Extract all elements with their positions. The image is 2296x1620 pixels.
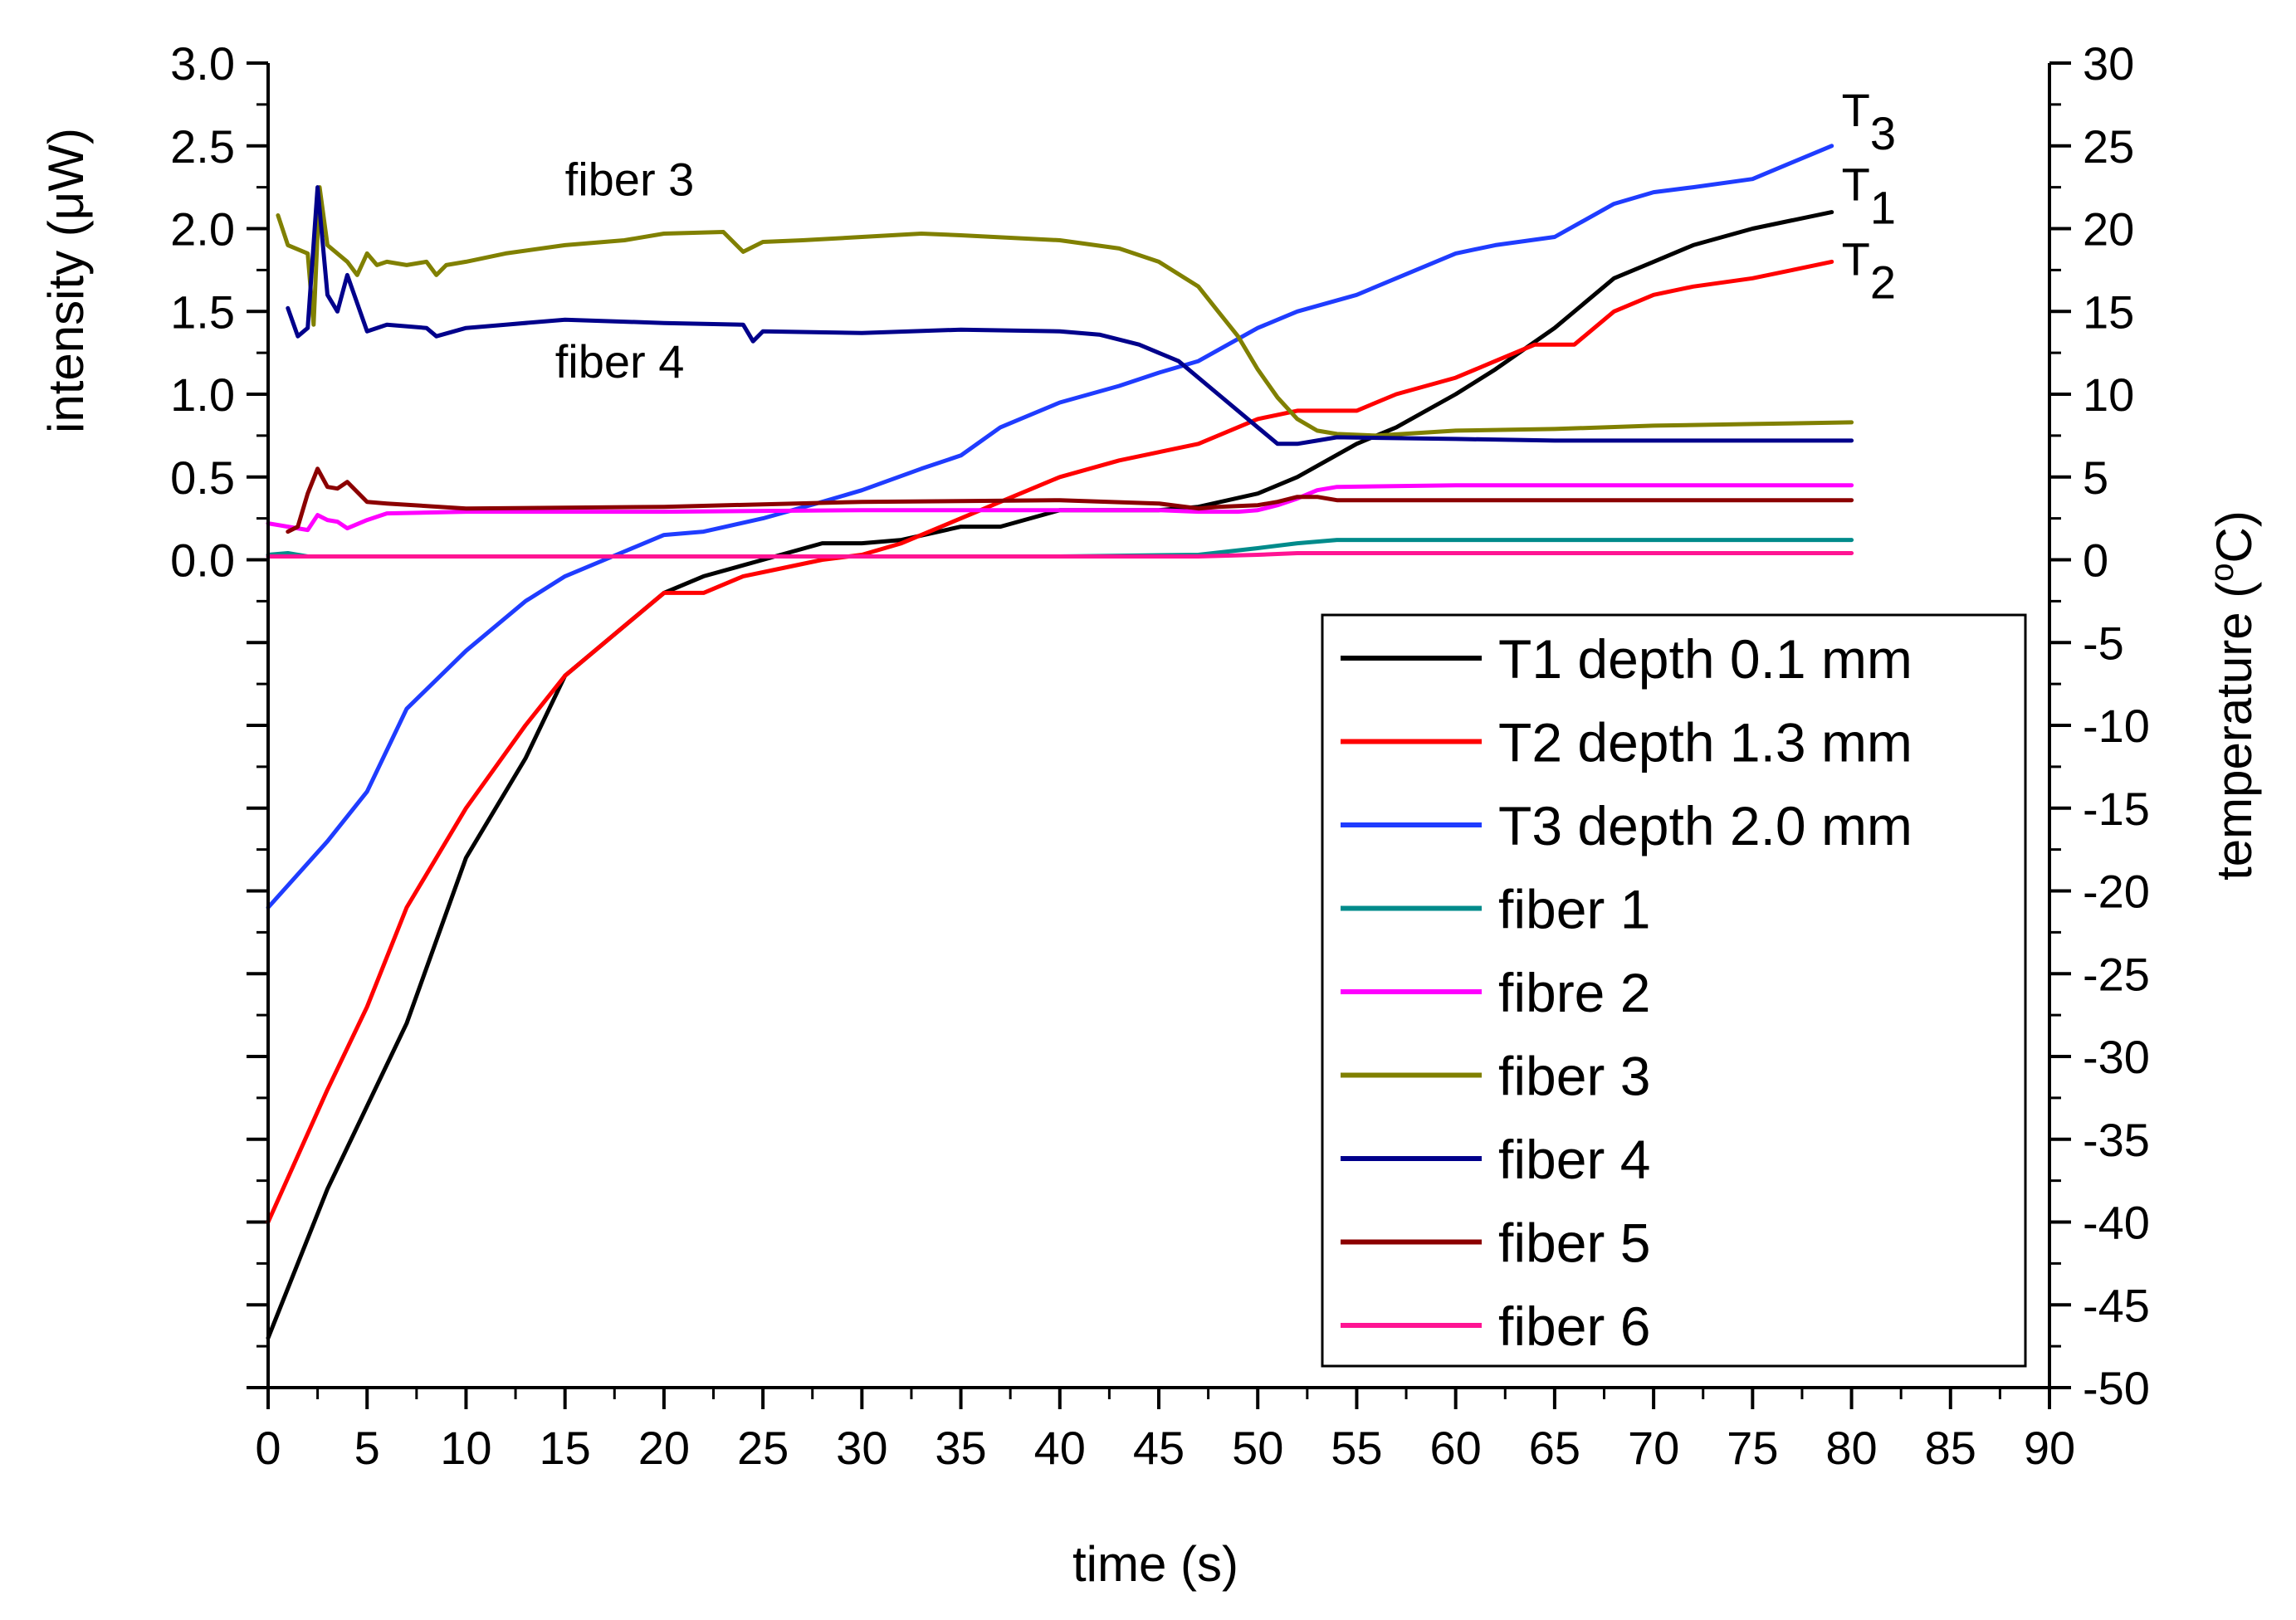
legend-label: T2 depth 1.3 mm xyxy=(1498,712,1913,773)
y-axis-right-title-post: C) xyxy=(2206,510,2262,563)
annotation-sub: 3 xyxy=(1870,107,1896,159)
x-tick-label: 10 xyxy=(440,1422,491,1474)
series-line-t2-depth-1-3-mm xyxy=(266,259,1834,1224)
y-left-tick-label: 0.0 xyxy=(170,534,235,587)
annotation-label: T3 xyxy=(1842,84,1896,159)
series-line-t3-depth-2-0-mm xyxy=(266,144,1834,910)
y-axis-right-title-sup: o xyxy=(2204,563,2240,581)
x-tick-label: 70 xyxy=(1628,1422,1679,1474)
x-tick-label: 55 xyxy=(1331,1422,1382,1474)
y-right-tick-label: -40 xyxy=(2083,1197,2150,1249)
x-tick-label: 35 xyxy=(935,1422,986,1474)
annotation-label: fiber 3 xyxy=(565,154,695,206)
y-right-tick-label: 10 xyxy=(2083,368,2134,421)
y-left-tick-label: 1.0 xyxy=(170,368,235,421)
series-line-fiber-3 xyxy=(276,185,1854,438)
series-line-fiber-4 xyxy=(286,185,1854,446)
annotation-sub: 1 xyxy=(1870,182,1896,234)
y-right-tick-label: 30 xyxy=(2083,37,2134,90)
series-line-fiber-6 xyxy=(266,551,1854,559)
x-tick-label: 25 xyxy=(737,1422,789,1474)
y-right-tick-label: 15 xyxy=(2083,285,2134,338)
y-axis-right-title: temperature (oC) xyxy=(2204,510,2262,881)
x-tick-label: 40 xyxy=(1034,1422,1086,1474)
data-series xyxy=(266,144,1854,1340)
x-axis-title: time (s) xyxy=(1072,1536,1238,1592)
axis-ticks: 0 5 10 15 20 25 30 35 40 45 50 55 60 65 70 75 80 85 900.00… xyxy=(170,37,2150,1474)
y-right-tick-label: 20 xyxy=(2083,203,2134,256)
x-tick-label: 75 xyxy=(1727,1422,1778,1474)
x-tick-label: 20 xyxy=(638,1422,690,1474)
y-right-tick-label: -20 xyxy=(2083,866,2150,918)
series-line-fiber-5 xyxy=(286,466,1854,534)
y-right-tick-label: -25 xyxy=(2083,948,2150,1000)
legend-label: fiber 1 xyxy=(1498,879,1650,940)
y-right-tick-label: -5 xyxy=(2083,617,2124,669)
y-left-tick-label: 2.0 xyxy=(170,203,235,256)
annotation-label: T2 xyxy=(1842,232,1896,308)
y-right-tick-label: 0 xyxy=(2083,534,2108,587)
y-right-tick-label: 25 xyxy=(2083,120,2134,173)
annotation-main: T xyxy=(1842,232,1870,285)
legend-label: T1 depth 0.1 mm xyxy=(1498,628,1913,690)
x-tick-label: 30 xyxy=(836,1422,887,1474)
annotation-label: T1 xyxy=(1842,159,1896,234)
legend-label: fiber 4 xyxy=(1498,1129,1650,1190)
y-right-tick-label: -15 xyxy=(2083,783,2150,835)
y-left-tick-label: 0.5 xyxy=(170,451,235,504)
y-right-tick-label: -35 xyxy=(2083,1114,2150,1166)
y-left-tick-label: 2.5 xyxy=(170,120,235,173)
legend-label: T3 depth 2.0 mm xyxy=(1498,795,1913,856)
y-axis-right-title-pre: temperature ( xyxy=(2206,582,2262,881)
y-right-tick-label: -50 xyxy=(2083,1362,2150,1414)
legend-label: fiber 3 xyxy=(1498,1046,1650,1107)
x-tick-label: 90 xyxy=(2024,1422,2075,1474)
axes xyxy=(266,63,2051,1389)
x-tick-label: 45 xyxy=(1133,1422,1185,1474)
series-line-fibre-2 xyxy=(266,483,1854,533)
x-tick-label: 65 xyxy=(1529,1422,1580,1474)
x-tick-label: 0 xyxy=(255,1422,281,1474)
x-tick-label: 5 xyxy=(354,1422,380,1474)
legend: T1 depth 0.1 mm T2 depth 1.3 mm T3 depth 2… xyxy=(1321,613,2027,1368)
y-axis-left-title: intensity (μW) xyxy=(38,128,94,433)
annotation-sub: 2 xyxy=(1870,256,1896,308)
legend-label: fibre 2 xyxy=(1498,962,1650,1023)
y-right-tick-label: 5 xyxy=(2083,451,2108,504)
x-tick-label: 80 xyxy=(1825,1422,1877,1474)
x-tick-label: 15 xyxy=(540,1422,591,1474)
x-tick-label: 85 xyxy=(1925,1422,1976,1474)
x-tick-label: 60 xyxy=(1430,1422,1482,1474)
annotation-label: fiber 4 xyxy=(555,335,685,388)
y-right-tick-label: -10 xyxy=(2083,700,2150,752)
legend-label: fiber 6 xyxy=(1498,1296,1650,1357)
x-tick-label: 50 xyxy=(1232,1422,1283,1474)
y-left-tick-label: 1.5 xyxy=(170,285,235,338)
y-right-tick-label: -45 xyxy=(2083,1279,2150,1331)
annotation-main: T xyxy=(1842,84,1870,136)
annotation-main: T xyxy=(1842,159,1870,211)
y-left-tick-label: 3.0 xyxy=(170,37,235,90)
y-right-tick-label: -30 xyxy=(2083,1031,2150,1083)
legend-label: fiber 5 xyxy=(1498,1213,1650,1274)
